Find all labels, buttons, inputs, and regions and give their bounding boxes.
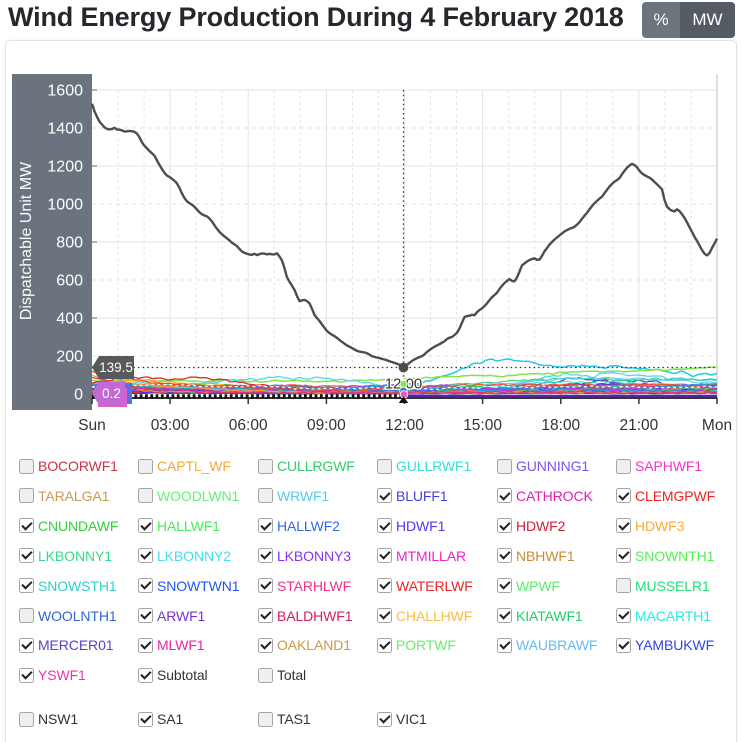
svg-text:139.5: 139.5 (99, 360, 133, 375)
svg-text:0: 0 (74, 387, 83, 404)
svg-text:Sun: Sun (78, 417, 106, 434)
svg-text:800: 800 (56, 235, 83, 252)
svg-text:1600: 1600 (47, 83, 83, 100)
svg-text:400: 400 (56, 311, 83, 328)
svg-text:1200: 1200 (47, 159, 83, 176)
svg-text:1000: 1000 (47, 197, 83, 214)
svg-text:03:00: 03:00 (151, 417, 190, 434)
svg-text:06:00: 06:00 (229, 417, 268, 434)
svg-text:200: 200 (56, 349, 83, 366)
svg-text:09:00: 09:00 (307, 417, 346, 434)
svg-text:18:00: 18:00 (541, 417, 580, 434)
svg-text:Mon: Mon (702, 417, 732, 434)
svg-text:21:00: 21:00 (620, 417, 659, 434)
svg-text:1400: 1400 (47, 121, 83, 138)
svg-text:15:00: 15:00 (463, 417, 502, 434)
svg-text:Dispatchable Unit MW: Dispatchable Unit MW (18, 161, 35, 320)
svg-text:12:00: 12:00 (385, 417, 424, 434)
svg-text:600: 600 (56, 273, 83, 290)
svg-text:0.2: 0.2 (102, 386, 121, 401)
